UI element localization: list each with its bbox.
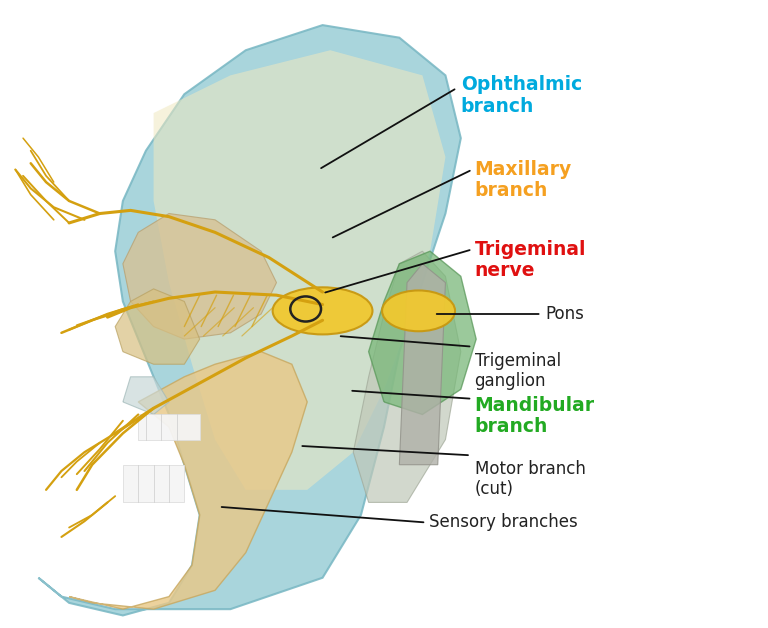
PathPatch shape xyxy=(154,50,445,490)
PathPatch shape xyxy=(123,377,169,414)
Text: Ophthalmic
branch: Ophthalmic branch xyxy=(461,75,582,116)
Ellipse shape xyxy=(382,290,455,332)
Text: Mandibular
branch: Mandibular branch xyxy=(475,396,594,436)
PathPatch shape xyxy=(123,465,184,502)
Text: Pons: Pons xyxy=(545,305,584,323)
PathPatch shape xyxy=(38,25,461,615)
Text: Sensory branches: Sensory branches xyxy=(429,514,578,531)
Text: Trigeminal
ganglion: Trigeminal ganglion xyxy=(475,352,561,390)
PathPatch shape xyxy=(369,251,476,414)
PathPatch shape xyxy=(138,414,200,440)
PathPatch shape xyxy=(353,251,461,502)
Text: Maxillary
branch: Maxillary branch xyxy=(475,160,572,200)
Text: Trigeminal
nerve: Trigeminal nerve xyxy=(475,240,586,280)
PathPatch shape xyxy=(399,264,445,465)
Text: Motor branch
(cut): Motor branch (cut) xyxy=(475,460,585,498)
PathPatch shape xyxy=(69,352,307,609)
PathPatch shape xyxy=(115,289,200,364)
PathPatch shape xyxy=(123,214,276,339)
Ellipse shape xyxy=(273,287,372,334)
